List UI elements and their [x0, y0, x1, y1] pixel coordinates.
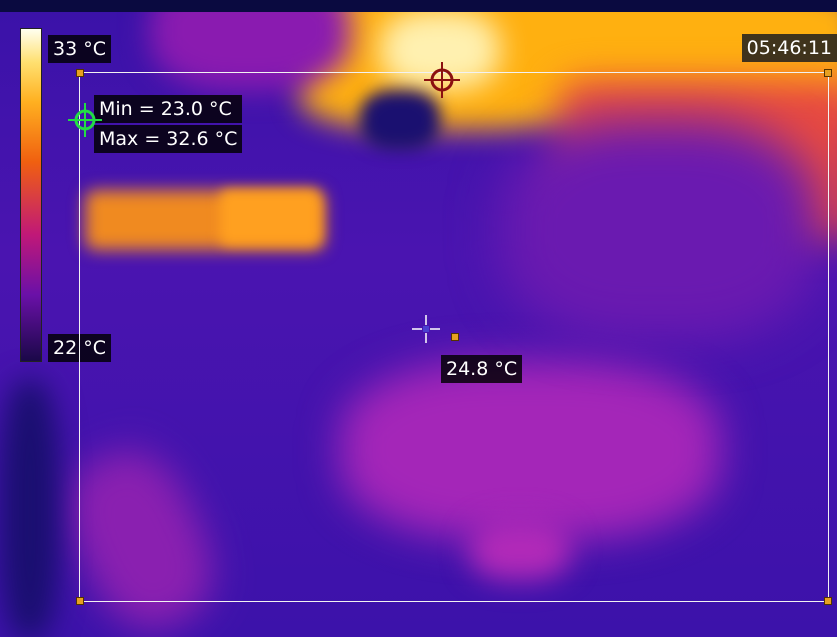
roi-max-label: Max = 32.6 °C — [94, 125, 242, 153]
spot-meter-crosshair-icon[interactable] — [412, 315, 440, 343]
timestamp: 05:46:11 — [742, 34, 837, 62]
roi-handle-bottom-right[interactable] — [824, 597, 832, 605]
roi-handle-top-right[interactable] — [824, 69, 832, 77]
scale-max-label: 33 °C — [48, 35, 111, 63]
temperature-color-scale — [20, 28, 42, 362]
top-bar — [0, 0, 837, 12]
roi-stats-box: Min = 23.0 °C Max = 32.6 °C — [94, 95, 242, 153]
spot-temperature-label: 24.8 °C — [441, 355, 522, 383]
roi-min-label: Min = 23.0 °C — [94, 95, 242, 123]
spot-marker[interactable] — [451, 333, 459, 341]
roi-handle-bottom-left[interactable] — [76, 597, 84, 605]
min-temp-crosshair-icon — [66, 101, 104, 139]
roi-handle-top-left[interactable] — [76, 69, 84, 77]
max-temp-crosshair-icon — [422, 60, 462, 100]
